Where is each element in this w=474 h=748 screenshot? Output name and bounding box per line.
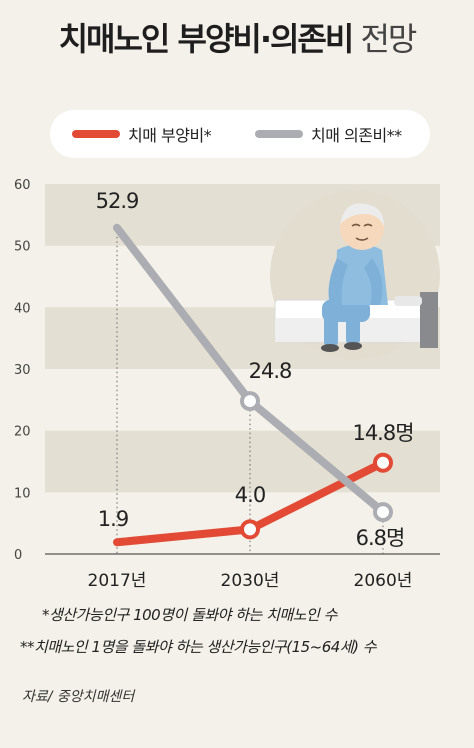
person-arm	[328, 258, 348, 305]
data-label: 1.9	[98, 507, 128, 531]
data-point	[240, 519, 260, 540]
person-shin-right	[346, 315, 360, 345]
legend-swatch-dependency	[255, 130, 303, 138]
data-point	[373, 502, 393, 523]
y-tick-label: 40	[14, 301, 31, 316]
legend-label-support: 치매 부양비*	[128, 126, 212, 145]
y-tick-label: 30	[14, 363, 31, 378]
person-hair	[340, 203, 384, 226]
legend-swatch-support	[72, 130, 120, 138]
person-shin-left	[324, 315, 338, 347]
legend-item-dependency: 치매 의존비**	[255, 110, 402, 158]
data-labels: 52.9 24.8 6.8명 1.9 4.0 14.8명	[96, 189, 415, 550]
data-label: 14.8명	[352, 421, 413, 445]
data-point	[373, 452, 393, 473]
x-tick-label: 2060년	[354, 571, 413, 591]
legend-item-support: 치매 부양비*	[72, 110, 212, 158]
line-chart: 0 10 20 30 40 50 60 2017년 2030년 2060년 52.9 24.8 6.8…	[14, 178, 440, 591]
data-label: 4.0	[235, 483, 265, 507]
y-tick-label: 60	[14, 178, 31, 193]
series-lines	[113, 223, 393, 547]
chart-title: 치매노인 부양비·의존비 전망	[0, 14, 474, 60]
person-head	[340, 206, 384, 250]
y-tick-label: 10	[14, 486, 31, 501]
elderly-person-on-bed-illustration	[270, 190, 440, 360]
bed-headboard	[420, 292, 438, 348]
chart-title-main: 치매노인 부양비·의존비	[58, 20, 355, 58]
bed-pillow	[394, 296, 422, 306]
chart-title-sub: 전망	[360, 20, 417, 58]
legend: 치매 부양비* 치매 의존비**	[50, 110, 430, 158]
x-tick-label: 2017년	[88, 571, 147, 591]
footnote-dependency: **치매노인 1명을 돌봐야 하는 생산가능인구(15~64세) 수	[20, 638, 377, 656]
y-tick-label: 50	[14, 240, 31, 255]
person-face	[351, 223, 373, 241]
source-credit: 자료/ 중앙치매센터	[22, 689, 135, 705]
data-label: 52.9	[96, 189, 139, 213]
person-foot-right	[344, 342, 362, 350]
x-tick-label: 2030년	[221, 571, 280, 591]
data-label: 24.8	[249, 359, 292, 383]
axes: 0 10 20 30 40 50 60 2017년 2030년 2060년	[14, 178, 440, 591]
footnote-support: *생산가능인구 100명이 돌봐야 하는 치매노인 수	[42, 606, 337, 624]
y-tick-label: 20	[14, 425, 31, 440]
person-foot-left	[321, 344, 339, 352]
legend-label-dependency: 치매 의존비**	[311, 126, 402, 145]
y-tick-label: 0	[14, 548, 22, 563]
person-arm-right	[364, 258, 383, 305]
data-label: 6.8명	[356, 526, 405, 550]
data-point	[240, 391, 260, 412]
